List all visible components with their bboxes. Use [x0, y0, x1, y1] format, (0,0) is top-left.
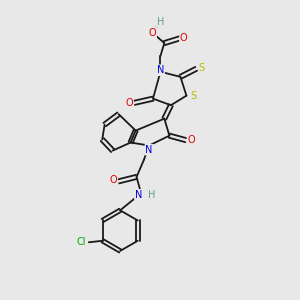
Text: H: H [157, 16, 164, 27]
Text: O: O [180, 33, 188, 43]
Text: S: S [199, 63, 205, 73]
Text: O: O [188, 135, 195, 145]
Text: O: O [110, 175, 117, 185]
Text: N: N [146, 145, 153, 155]
Text: Cl: Cl [76, 237, 86, 247]
Text: H: H [148, 190, 155, 200]
Text: O: O [125, 98, 133, 108]
Text: N: N [135, 190, 142, 200]
Text: O: O [148, 28, 156, 38]
Text: N: N [157, 65, 164, 75]
Text: S: S [190, 91, 196, 101]
